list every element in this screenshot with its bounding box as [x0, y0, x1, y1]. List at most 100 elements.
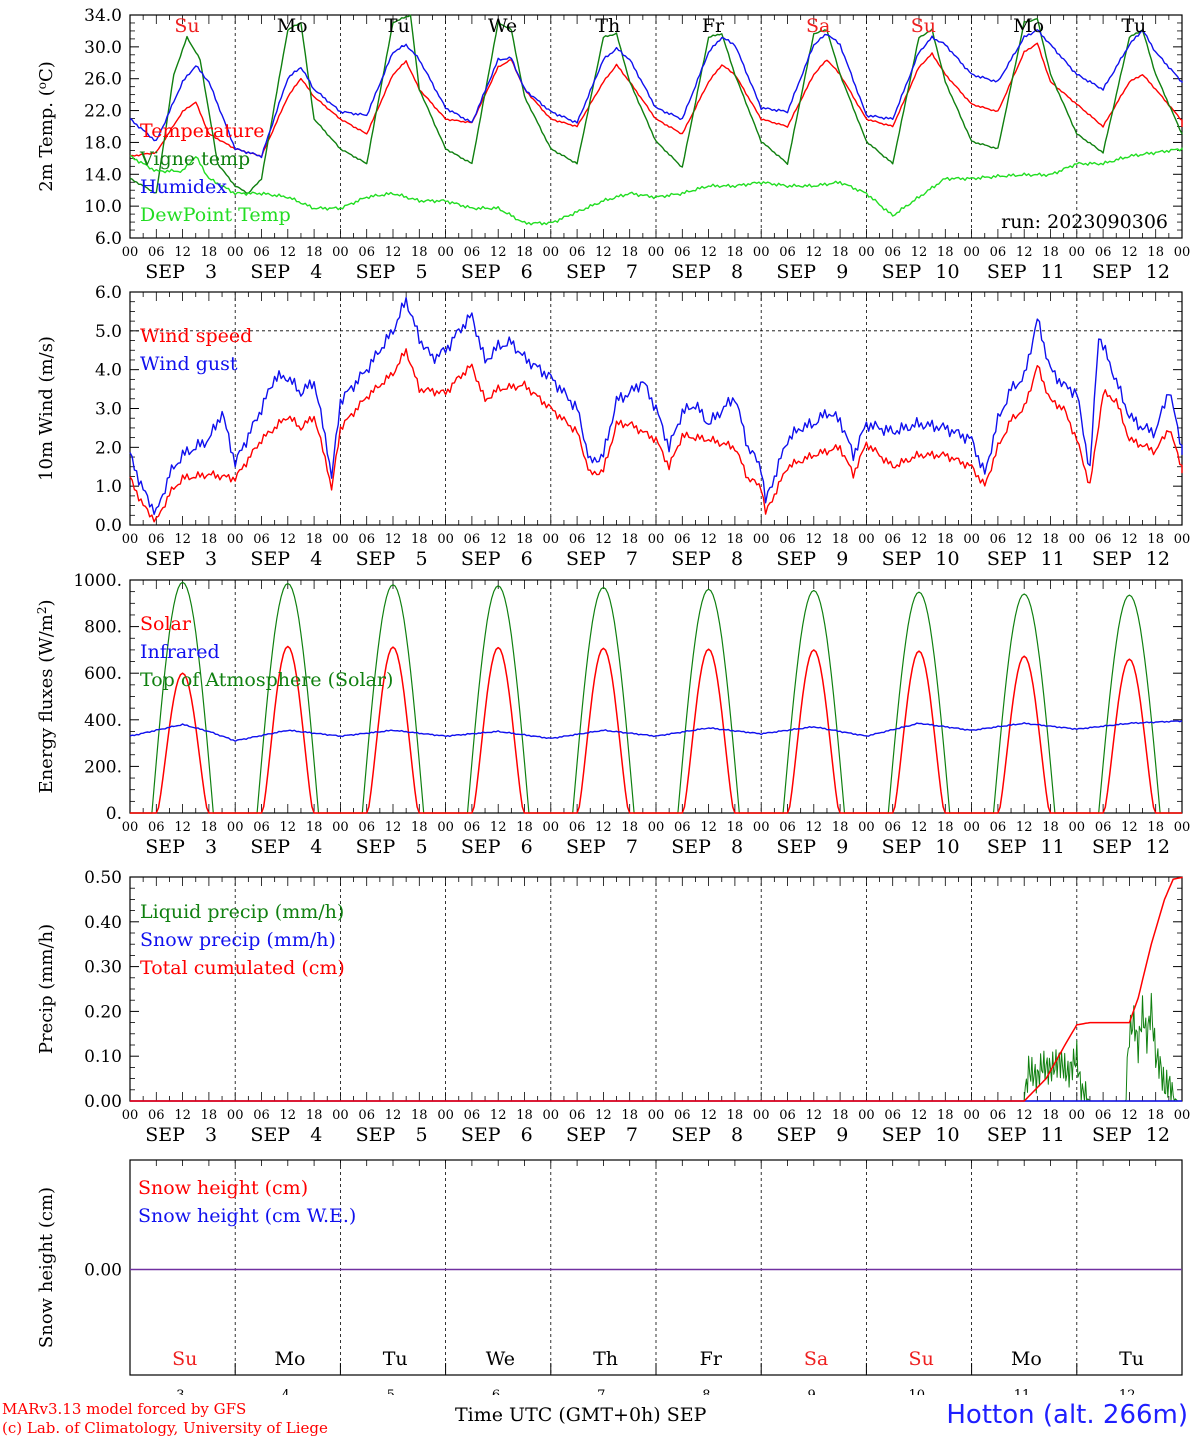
day-label: 7: [626, 261, 638, 283]
hour-tick-label: 06: [779, 245, 796, 260]
hour-tick-label: 00: [1069, 820, 1086, 835]
day-label: 6: [521, 548, 533, 570]
hour-tick-label: 18: [832, 245, 849, 260]
hour-tick-label: 12: [595, 532, 612, 547]
legend-entry: Infrared: [140, 641, 220, 663]
hour-tick-label: 06: [884, 1108, 901, 1123]
hour-tick-label: 00: [543, 1108, 560, 1123]
day-label: 11: [1041, 836, 1065, 858]
y-axis-label: Energy fluxes (W/m2): [35, 599, 57, 793]
day-label: 12: [1146, 548, 1170, 570]
hour-tick-label: 18: [516, 245, 533, 260]
hour-tick-label: 12: [595, 820, 612, 835]
month-label: SEP: [356, 836, 396, 858]
model-credit: MARv3.13 model forced by GFS: [2, 1400, 247, 1418]
hour-tick-label: 12: [806, 1108, 823, 1123]
hour-tick-label: 06: [358, 245, 375, 260]
hour-tick-label: 18: [1042, 1108, 1059, 1123]
series-wind-speed: [129, 348, 1183, 523]
y-tick-label: 10.0: [84, 197, 122, 217]
legend-entry: Temperature: [140, 120, 264, 142]
day-label: 12: [1146, 836, 1170, 858]
hour-tick-label: 06: [674, 1108, 691, 1123]
month-label: SEP: [882, 548, 922, 570]
hour-tick-label: 06: [1095, 532, 1112, 547]
month-label: SEP: [987, 836, 1027, 858]
hour-tick-label: 12: [806, 820, 823, 835]
weekday-label: Tu: [383, 1348, 408, 1370]
hour-tick-label: 12: [385, 1108, 402, 1123]
y-tick-label: 0.50: [84, 868, 122, 888]
hour-tick-label: 18: [727, 1108, 744, 1123]
month-label: SEP: [250, 548, 290, 570]
hour-tick-label: 18: [306, 245, 323, 260]
weekday-label: Tu: [385, 15, 410, 37]
month-label: SEP: [461, 1124, 501, 1146]
day-label: 5: [415, 548, 427, 570]
hour-tick-label: 06: [253, 245, 270, 260]
y-axis-label: Snow height (cm): [36, 1187, 57, 1348]
month-label: SEP: [671, 261, 711, 283]
month-label: SEP: [145, 261, 185, 283]
weekday-label: Fr: [700, 1348, 723, 1370]
hour-tick-label: 06: [779, 1108, 796, 1123]
lab-credit: (c) Lab. of Climatology, University of L…: [2, 1419, 328, 1437]
hour-tick-label: 18: [411, 532, 428, 547]
y-tick-label: 2.0: [95, 438, 122, 458]
hour-tick-label: 00: [227, 1108, 244, 1123]
series-humidex: [129, 29, 1183, 159]
hour-tick-label: 18: [727, 245, 744, 260]
legend-entry: Solar: [140, 613, 192, 635]
hour-tick-label: 18: [621, 532, 638, 547]
hour-tick-label: 18: [201, 245, 218, 260]
hour-tick-label: 00: [753, 1108, 770, 1123]
hour-tick-label: 12: [385, 532, 402, 547]
hour-tick-label: 00: [1069, 532, 1086, 547]
hour-tick-label: 18: [832, 1108, 849, 1123]
hour-tick-label: 18: [727, 532, 744, 547]
hour-tick-label: 00: [437, 820, 454, 835]
hour-tick-label: 00: [1069, 1108, 1086, 1123]
hour-tick-label: 06: [358, 1108, 375, 1123]
day-number-label: 4: [281, 1388, 289, 1395]
hour-tick-label: 18: [1042, 820, 1059, 835]
hour-tick-label: 18: [306, 532, 323, 547]
hour-tick-label: 18: [516, 820, 533, 835]
day-label: 4: [310, 548, 322, 570]
hour-tick-label: 18: [621, 245, 638, 260]
legend-entry: Top of Atmosphere (Solar): [140, 669, 393, 691]
y-tick-label: 22.0: [84, 102, 122, 122]
hour-tick-label: 06: [464, 820, 481, 835]
month-label: SEP: [145, 836, 185, 858]
hour-tick-label: 00: [648, 820, 665, 835]
hour-tick-label: 00: [1174, 532, 1191, 547]
hour-tick-label: 12: [911, 532, 928, 547]
month-label: SEP: [250, 1124, 290, 1146]
weekday-label: Su: [172, 1348, 197, 1370]
day-label: 9: [836, 1124, 848, 1146]
month-label: SEP: [250, 261, 290, 283]
hour-tick-label: 00: [963, 245, 980, 260]
day-number-label: 9: [807, 1388, 815, 1395]
y-tick-label: 0.00: [84, 1092, 122, 1112]
hour-tick-label: 12: [1121, 245, 1138, 260]
hour-tick-label: 12: [490, 245, 507, 260]
weekday-label: Su: [174, 15, 199, 37]
y-tick-label: 30.0: [84, 38, 122, 58]
hour-tick-label: 06: [464, 1108, 481, 1123]
series-solar: [130, 645, 1182, 814]
day-label: 9: [836, 548, 848, 570]
hour-tick-label: 00: [227, 532, 244, 547]
month-label: SEP: [250, 836, 290, 858]
hour-tick-label: 00: [753, 532, 770, 547]
hour-tick-label: 00: [1174, 245, 1191, 260]
hour-tick-label: 12: [280, 1108, 297, 1123]
hour-tick-label: 06: [884, 820, 901, 835]
day-label: 3: [205, 836, 217, 858]
month-label: SEP: [987, 1124, 1027, 1146]
hour-tick-label: 18: [201, 532, 218, 547]
month-label: SEP: [145, 548, 185, 570]
hour-tick-label: 06: [1095, 1108, 1112, 1123]
hour-tick-label: 12: [280, 245, 297, 260]
month-label: SEP: [566, 836, 606, 858]
